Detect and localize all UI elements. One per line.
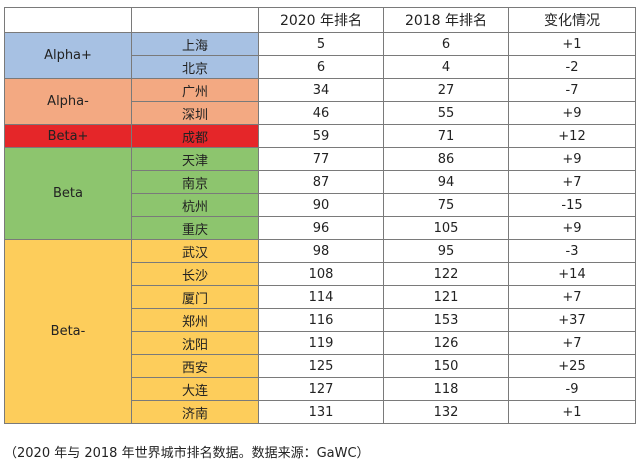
rank-2018-cell: 94 (383, 170, 509, 194)
rank-2020-cell: 46 (258, 101, 384, 125)
tier-label: Beta+ (4, 124, 132, 148)
city-name: 南京 (131, 170, 259, 194)
rank-2020-cell: 108 (258, 262, 384, 286)
table-row: Alpha+ 上海 5 6 +1 (4, 32, 636, 79)
rank-2018-cell: 105 (383, 216, 509, 240)
city-name: 杭州 (131, 193, 259, 217)
table-body: Alpha+ 上海 5 6 +1 北京 6 4 -2 Alpha- 广州 34 27 -7 深圳 46 55 +9… (4, 32, 636, 424)
header-row: 2020 年排名 2018 年排名 变化情况 (4, 7, 636, 33)
change-cell: +14 (508, 262, 636, 286)
rank-2018-cell: 55 (383, 101, 509, 125)
rank-2020-cell: 98 (258, 239, 384, 263)
change-cell: -2 (508, 55, 636, 79)
city-name: 厦门 (131, 285, 259, 309)
tier-label: Beta- (4, 239, 132, 424)
rank-2018-cell: 86 (383, 147, 509, 171)
table-caption: （2020 年与 2018 年世界城市排名数据。数据来源：GaWC） (4, 446, 370, 461)
rank-2020-cell: 127 (258, 377, 384, 401)
city-name: 长沙 (131, 262, 259, 286)
rank-2020-cell: 5 (258, 32, 384, 56)
rank-2018-cell: 71 (383, 124, 509, 148)
change-cell: +9 (508, 147, 636, 171)
change-cell: +7 (508, 285, 636, 309)
table-row: Beta- 武汉 98 95 -3 (4, 239, 636, 424)
rank-2020-cell: 90 (258, 193, 384, 217)
table-row: 南京 87 94 +7 (5, 170, 636, 194)
rank-2018-cell: 122 (383, 262, 509, 286)
change-cell: +12 (508, 124, 636, 148)
rank-2020-cell: 59 (258, 124, 384, 148)
rank-2020-cell: 119 (258, 331, 384, 355)
table-row: 长沙 108 122 +14 (5, 262, 636, 286)
tier-label: Alpha- (4, 78, 132, 125)
header-rank-2020: 2020 年排名 (258, 7, 384, 33)
change-cell: +9 (508, 216, 636, 240)
change-cell: -15 (508, 193, 636, 217)
city-name: 郑州 (131, 308, 259, 332)
rank-2020-cell: 6 (258, 55, 384, 79)
change-cell: +25 (508, 354, 636, 378)
rank-2018-cell: 118 (383, 377, 509, 401)
table-row: 北京 6 4 -2 (5, 55, 636, 79)
change-cell: +7 (508, 170, 636, 194)
change-cell: +1 (508, 400, 636, 424)
header-city (131, 7, 259, 33)
header-change: 变化情况 (508, 7, 636, 33)
change-cell: +1 (508, 32, 636, 56)
rank-2018-cell: 153 (383, 308, 509, 332)
change-cell: +9 (508, 101, 636, 125)
rank-2020-cell: 34 (258, 78, 384, 102)
table-row: 西安 125 150 +25 (5, 354, 636, 378)
city-name: 北京 (131, 55, 259, 79)
city-name: 济南 (131, 400, 259, 424)
table-row: 重庆 96 105 +9 (5, 216, 636, 240)
rank-2018-cell: 95 (383, 239, 509, 263)
city-ranking-table: 2020 年排名 2018 年排名 变化情况 Alpha+ 上海 5 6 +1 北京 6 4-… (4, 7, 636, 424)
city-name: 成都 (131, 124, 259, 148)
rank-2020-cell: 87 (258, 170, 384, 194)
rank-2018-cell: 132 (383, 400, 509, 424)
change-cell: -7 (508, 78, 636, 102)
rank-2018-cell: 126 (383, 331, 509, 355)
rank-2020-cell: 131 (258, 400, 384, 424)
city-name: 上海 (131, 32, 259, 56)
header-rank-2018: 2018 年排名 (383, 7, 509, 33)
rank-2018-cell: 4 (383, 55, 509, 79)
city-name: 广州 (131, 78, 259, 102)
table-row: Beta 天津 77 86 +9 (4, 147, 636, 240)
city-name: 深圳 (131, 101, 259, 125)
rank-2020-cell: 114 (258, 285, 384, 309)
table-row: 厦门 114 121 +7 (5, 285, 636, 309)
city-name: 重庆 (131, 216, 259, 240)
table-row: 深圳 46 55 +9 (5, 101, 636, 125)
header-tier (4, 7, 132, 33)
tier-label: Beta (4, 147, 132, 240)
change-cell: +37 (508, 308, 636, 332)
rank-2018-cell: 6 (383, 32, 509, 56)
change-cell: -9 (508, 377, 636, 401)
table-row: Alpha- 广州 34 27 -7 (4, 78, 636, 125)
table-row: 济南 131 132 +1 (5, 400, 636, 424)
rank-2020-cell: 77 (258, 147, 384, 171)
city-name: 西安 (131, 354, 259, 378)
rank-2018-cell: 150 (383, 354, 509, 378)
table-row: Beta+ 成都 59 71 +12 (4, 124, 636, 148)
rank-2018-cell: 75 (383, 193, 509, 217)
city-name: 天津 (131, 147, 259, 171)
change-cell: -3 (508, 239, 636, 263)
city-name: 武汉 (131, 239, 259, 263)
city-name: 大连 (131, 377, 259, 401)
rank-2020-cell: 96 (258, 216, 384, 240)
rank-2020-cell: 116 (258, 308, 384, 332)
city-name: 沈阳 (131, 331, 259, 355)
change-cell: +7 (508, 331, 636, 355)
rank-2018-cell: 27 (383, 78, 509, 102)
tier-label: Alpha+ (4, 32, 132, 79)
rank-2018-cell: 121 (383, 285, 509, 309)
rank-2020-cell: 125 (258, 354, 384, 378)
